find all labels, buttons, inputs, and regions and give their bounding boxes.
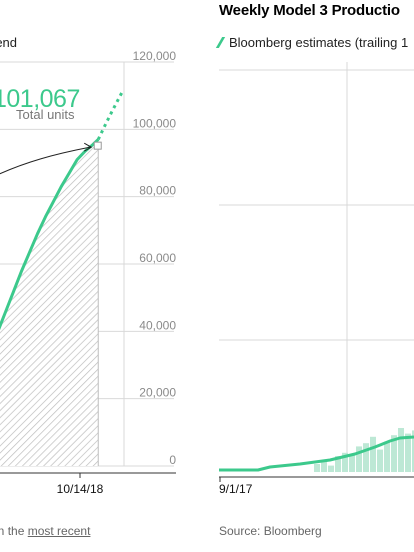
right-weekly-bar — [405, 433, 411, 472]
right-series-line — [219, 435, 414, 472]
left-y-axis: 0 20,000 40,000 60,000 80,000 100,000 120,000 — [133, 49, 177, 467]
right-weekly-bar — [335, 456, 341, 472]
left-y-tick-label: 20,000 — [139, 386, 176, 400]
right-weekly-bar — [349, 454, 355, 472]
right-weekly-bar — [391, 435, 397, 472]
left-y-tick-label: 120,000 — [133, 49, 177, 63]
right-x-tick-label: 9/1/17 — [219, 482, 253, 496]
right-weekly-bar — [328, 465, 334, 472]
right-series-path — [219, 435, 414, 472]
left-y-tick-label: 100,000 — [133, 116, 177, 130]
right-weekly-bar — [363, 443, 369, 472]
right-legend: Bloomberg estimates (trailing 1 — [215, 35, 409, 50]
left-y-tick-label: 40,000 — [139, 318, 176, 332]
right-weekly-bar — [370, 436, 376, 472]
left-marker-square — [93, 141, 102, 150]
left-footnote: d on the most recent — [0, 524, 90, 538]
left-legend-label: rend — [0, 35, 18, 50]
left-series-line — [0, 91, 124, 331]
left-y-tick-label: 0 — [169, 453, 176, 467]
right-gridlines — [219, 62, 414, 472]
right-chart-title: Weekly Model 3 Productio — [219, 2, 400, 19]
right-weekly-bar — [342, 452, 348, 472]
left-annotation — [0, 141, 102, 175]
right-x-axis: 9/1/17 — [219, 476, 414, 496]
left-x-axis: 10/14/18 — [0, 472, 176, 496]
right-weekly-bar — [356, 446, 362, 472]
most-recent-link[interactable]: most recent — [27, 524, 91, 538]
right-weekly-bar — [384, 441, 390, 472]
total-units-caption: Total units — [16, 107, 75, 122]
right-bars — [314, 428, 414, 472]
right-legend-label: Bloomberg estimates (trailing 1 — [229, 35, 409, 50]
left-series-path — [0, 138, 100, 331]
left-x-tick-label: 10/14/18 — [57, 482, 104, 496]
right-weekly-bar — [377, 449, 383, 472]
left-annotation-arrow — [0, 146, 91, 175]
right-weekly-bar — [321, 460, 327, 472]
left-hatched-fill — [0, 139, 99, 466]
footnote-prefix: d on the — [0, 524, 25, 538]
right-weekly-bar — [398, 428, 404, 472]
right-weekly-bar — [412, 430, 414, 472]
left-projection-path — [96, 91, 124, 141]
left-hatched-area — [0, 139, 99, 466]
source-note: Source: Bloomberg — [219, 524, 322, 538]
total-units-value: 101,067 — [0, 85, 80, 113]
right-weekly-bar — [314, 464, 320, 472]
left-arrowhead — [83, 142, 93, 152]
left-y-tick-label: 60,000 — [139, 251, 176, 265]
left-y-tick-label: 80,000 — [139, 184, 176, 198]
